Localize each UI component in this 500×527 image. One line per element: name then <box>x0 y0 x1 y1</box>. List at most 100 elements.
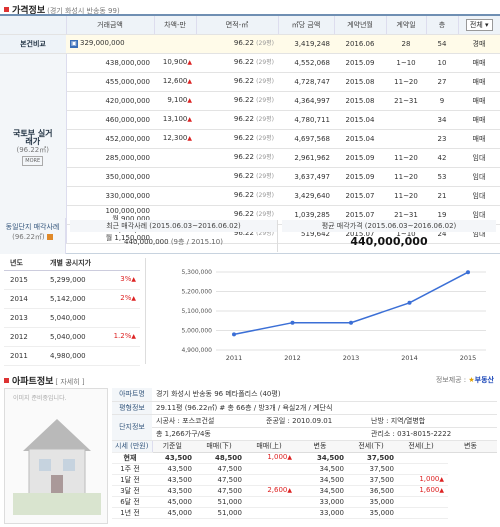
data-point[interactable] <box>232 332 236 337</box>
compare-type: 경매 <box>458 34 500 54</box>
market-jeonse-high: 37,500 <box>348 452 398 464</box>
yearly-price: 5,299,000 <box>44 270 104 290</box>
more-button[interactable]: MORE <box>22 156 44 166</box>
market-date: 1달 전 <box>112 474 152 486</box>
market-row: 1달 전 43,500 47,500 34,500 37,500 1,000▲ <box>112 474 497 486</box>
row-floor: 53 <box>426 167 458 187</box>
row-diff: 12,300▲ <box>154 129 196 149</box>
market-jeonse-low: 34,500 <box>296 485 348 497</box>
market-sale-high: 47,500 <box>196 463 246 475</box>
molit-label: 국토부 실거래가 (96.22㎡) MORE <box>0 53 67 244</box>
x-tick-label: 2012 <box>284 354 301 362</box>
yearly-pct: 3%▲ <box>104 270 141 290</box>
row-floor: 9 <box>426 91 458 111</box>
row-floor: 23 <box>426 129 458 149</box>
house-icon <box>13 419 101 515</box>
row-type: 매매 <box>458 110 500 130</box>
col-contract-day[interactable]: 계약일 <box>385 14 426 35</box>
yearly-year: 2015 <box>4 270 44 290</box>
market-jeonse-change <box>398 496 448 508</box>
row-diff: 10,900▲ <box>154 53 196 73</box>
data-point[interactable] <box>349 320 353 325</box>
compare-area: 96.22 (29평) <box>196 34 278 54</box>
row-ym: 2015.07 <box>334 186 386 206</box>
market-sale-change <box>246 463 296 475</box>
type-filter-select[interactable]: 전체 ▾ <box>457 14 500 35</box>
data-point[interactable] <box>466 270 470 275</box>
yearly-pct: 1.2%▲ <box>104 327 141 347</box>
compare-label: 본건비교 <box>0 34 66 54</box>
market-sale-low: 43,500 <box>152 463 196 475</box>
row-per-m2: 4,780,711 <box>278 110 334 130</box>
yearly-year: 2013 <box>4 308 44 328</box>
market-date: 3달 전 <box>112 485 152 497</box>
row-ym: 2015.08 <box>334 72 386 92</box>
apt-name-value: 경기 화성시 반송동 96 메타폴리스 (40평) <box>152 388 497 402</box>
info-icon[interactable] <box>46 234 53 240</box>
col-area[interactable]: 면적-㎡ <box>195 14 278 35</box>
apt-detail-link[interactable]: [ 자세히 ] <box>55 378 85 386</box>
yearly-pct <box>104 346 141 366</box>
up-arrow-icon: ▲ <box>439 476 444 483</box>
yearly-price: 4,980,000 <box>44 346 104 366</box>
row-amount: 330,000,000 <box>66 186 154 206</box>
row-day: 11~20 <box>386 148 426 168</box>
data-point[interactable] <box>407 300 412 305</box>
market-sale-low: 43,500 <box>152 485 196 497</box>
management-office: 관리소 : 031-8015-2222 <box>367 427 497 441</box>
row-day: 11~20 <box>386 167 426 187</box>
market-sale-low: 43,500 <box>152 452 196 464</box>
col-diff[interactable]: 차액-만 <box>153 14 196 35</box>
data-point[interactable] <box>290 320 295 325</box>
plan-label: 평형정보 <box>112 401 152 415</box>
market-sale-change <box>246 474 296 486</box>
apt-photo: 이미지 준비중입니다. <box>4 388 108 524</box>
row-area: 96.22 (29평) <box>196 186 278 206</box>
up-arrow-icon: ▲ <box>287 487 292 494</box>
source-label: 정보제공 : ★부동산 <box>435 376 494 384</box>
land-price-chart-svg: 5,300,000 5,200,000 5,100,000 5,000,000 4,90… <box>181 269 486 362</box>
row-type: 임대 <box>458 167 500 187</box>
market-sale-high: 51,000 <box>196 496 246 508</box>
apt-info-table: 아파트명 경기 화성시 반송동 96 메타폴리스 (40평) 평형정보 29.11평… <box>112 388 497 415</box>
price-info-subtitle: (경기 화성시 반송동 99) <box>47 7 120 15</box>
row-amount: 285,000,000 <box>66 148 154 168</box>
row-area: 96.22 (29평) <box>196 53 278 73</box>
y-tick-label: 5,200,000 <box>181 289 212 296</box>
market-sale-change: 2,600▲ <box>246 485 296 497</box>
col-per-m2[interactable]: ㎡당 금액 <box>277 14 334 35</box>
molit-row: 국토부 실거래가 (96.22㎡) MORE 438,000,000 10,900▲ 96… <box>0 53 500 244</box>
yearly-year: 2011 <box>4 346 44 366</box>
market-jeonse-high: 36,500 <box>348 485 398 497</box>
molit-row: 330,000,000 96.22 (29평) 3,429,640 2015.07 11… <box>0 186 500 206</box>
market-jeonse-change <box>398 452 448 464</box>
same-complex-section: 동일단지 매각사례 (96.22㎡) 최근 매각사례 (2015.06.03~20… <box>0 218 500 254</box>
col-floor[interactable]: 층 <box>425 14 458 35</box>
molit-row: 460,000,000 13,100▲ 96.22 (29평) 4,780,711 20… <box>0 110 500 130</box>
market-date: 1주 전 <box>112 463 152 475</box>
market-jeonse-low: 34,500 <box>296 452 348 464</box>
market-jeonse-low: 33,000 <box>296 507 348 519</box>
row-area: 96.22 (29평) <box>196 148 278 168</box>
yearly-row: 2013 5,040,000 <box>4 308 141 328</box>
y-tick-label: 4,900,000 <box>181 347 212 354</box>
photo-placeholder-text: 이미지 준비중입니다. <box>13 395 67 402</box>
row-area: 96.22 (29평) <box>196 110 278 130</box>
compare-row: 본건비교 ▣ 329,000,000 96.22 (29평) 3,419,248 … <box>0 34 500 54</box>
col-contract-ym[interactable]: 계약년월 <box>333 14 386 35</box>
market-jeonse-change <box>398 463 448 475</box>
up-arrow-icon: ▲ <box>131 333 137 340</box>
recent-sale-title: 최근 매각사례 (2015.06.03~2016.06.02) <box>70 220 277 232</box>
row-day <box>386 129 426 149</box>
row-amount: 452,000,000 <box>66 129 154 149</box>
price-table: 거래금액 차액-만 면적-㎡ ㎡당 금액 계약년월 계약일 층 전체 ▾ 본건비… <box>0 14 500 244</box>
market-jeonse-low: 33,000 <box>296 496 348 508</box>
row-day: 1~10 <box>386 53 426 73</box>
market-sale-low: 45,000 <box>152 496 196 508</box>
yearly-pct: 2%▲ <box>104 289 141 309</box>
x-tick-label: 2013 <box>343 354 360 362</box>
col-amount[interactable]: 거래금액 <box>65 14 154 35</box>
yearly-row: 2015 5,299,000 3%▲ <box>4 270 141 290</box>
row-diff <box>154 167 196 187</box>
row-type: 임대 <box>458 148 500 168</box>
